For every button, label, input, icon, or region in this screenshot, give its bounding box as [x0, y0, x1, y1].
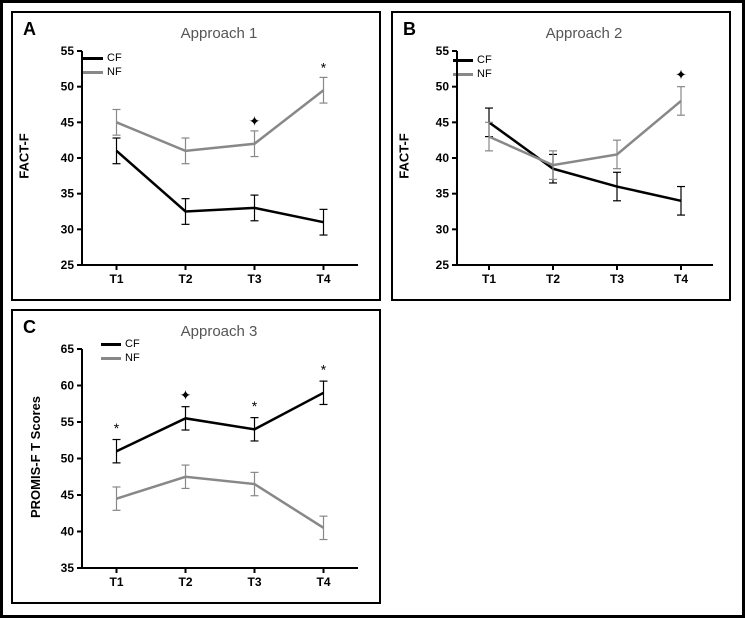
panel-c-plot: 35 40 45 50 55 60 65 T1 T2 T3 T4 * ✦ * * — [48, 331, 368, 596]
svg-text:45: 45 — [61, 115, 75, 129]
panel-b: B Approach 2 FACT-F CFNF 25303540455055T… — [391, 11, 731, 301]
svg-text:T4: T4 — [316, 575, 330, 589]
svg-text:T4: T4 — [674, 272, 688, 286]
svg-text:40: 40 — [61, 525, 75, 539]
svg-text:✦: ✦ — [180, 387, 192, 403]
svg-text:✦: ✦ — [249, 113, 261, 129]
panel-c-letter: C — [23, 317, 36, 338]
panel-c-ylabel: PROMIS-F T Scores — [28, 395, 43, 517]
svg-text:✦: ✦ — [675, 67, 687, 83]
svg-text:30: 30 — [61, 222, 75, 236]
panel-a-ylabel: FACT-F — [16, 133, 31, 179]
svg-text:40: 40 — [61, 151, 75, 165]
top-row: A Approach 1 FACT-F CFNF 25303540455055T… — [11, 11, 734, 301]
panel-b-plot: 25 30 35 40 45 50 55 T1 T2 T3 T4 ✦ — [423, 33, 723, 293]
svg-text:T4: T4 — [316, 272, 330, 286]
svg-text:35: 35 — [61, 187, 75, 201]
svg-text:60: 60 — [61, 379, 75, 393]
svg-text:35: 35 — [61, 561, 75, 575]
svg-text:T3: T3 — [610, 272, 624, 286]
svg-text:40: 40 — [436, 151, 450, 165]
svg-text:T2: T2 — [546, 272, 560, 286]
svg-text:50: 50 — [61, 80, 75, 94]
svg-text:*: * — [321, 362, 327, 378]
svg-text:T1: T1 — [109, 575, 123, 589]
svg-text:T1: T1 — [109, 272, 123, 286]
svg-text:55: 55 — [61, 415, 75, 429]
svg-text:*: * — [114, 420, 120, 436]
svg-text:45: 45 — [61, 488, 75, 502]
panel-a-letter: A — [23, 19, 36, 40]
panel-a-plot: 25 30 35 40 45 50 55 T1 T2 T3 T4 ✦ * — [48, 33, 368, 293]
svg-text:T1: T1 — [482, 272, 496, 286]
svg-text:T2: T2 — [178, 272, 192, 286]
panel-b-letter: B — [403, 19, 416, 40]
svg-text:55: 55 — [61, 44, 75, 58]
panel-c: C Approach 3 PROMIS-F T Scores CFNF 3540… — [11, 309, 381, 604]
svg-text:35: 35 — [436, 187, 450, 201]
svg-text:45: 45 — [436, 115, 450, 129]
svg-text:*: * — [321, 59, 327, 75]
panel-b-ylabel: FACT-F — [396, 133, 411, 179]
svg-text:65: 65 — [61, 342, 75, 356]
figure-frame: A Approach 1 FACT-F CFNF 25303540455055T… — [0, 0, 745, 618]
svg-text:25: 25 — [436, 258, 450, 272]
svg-text:*: * — [252, 398, 258, 414]
svg-text:30: 30 — [436, 222, 450, 236]
svg-text:50: 50 — [61, 452, 75, 466]
svg-text:25: 25 — [61, 258, 75, 272]
svg-text:50: 50 — [436, 80, 450, 94]
svg-text:T3: T3 — [247, 272, 261, 286]
svg-text:55: 55 — [436, 44, 450, 58]
panel-a: A Approach 1 FACT-F CFNF 25303540455055T… — [11, 11, 381, 301]
svg-text:T3: T3 — [247, 575, 261, 589]
svg-text:T2: T2 — [178, 575, 192, 589]
